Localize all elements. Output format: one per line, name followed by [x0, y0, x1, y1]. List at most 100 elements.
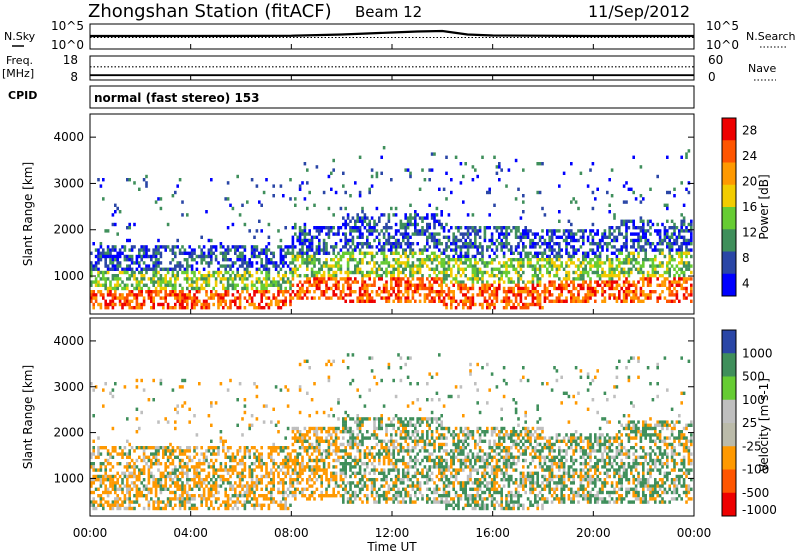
- echo-cell: [164, 417, 167, 421]
- echo-cell: [596, 290, 599, 294]
- echo-cell: [649, 280, 652, 284]
- echo-cell: [92, 296, 95, 300]
- echo-cell: [644, 254, 647, 259]
- echo-cell: [267, 506, 271, 511]
- echo-cell: [214, 258, 218, 262]
- echo-cell: [613, 238, 616, 243]
- echo-cell: [106, 490, 110, 495]
- echo-cell: [406, 216, 410, 220]
- echo-cell: [519, 254, 523, 259]
- echo-cell: [440, 283, 443, 287]
- echo-cell: [130, 471, 134, 475]
- echo-cell: [217, 484, 220, 488]
- echo-cell: [668, 258, 671, 262]
- echo-cell: [198, 462, 201, 466]
- echo-cell: [488, 238, 491, 243]
- echo-cell: [358, 194, 362, 198]
- echo-cell: [140, 468, 143, 472]
- echo-cell: [217, 506, 220, 511]
- echo-cell: [514, 245, 518, 249]
- echo-cell: [524, 283, 527, 287]
- echo-cell: [111, 286, 115, 291]
- echo-cell: [409, 216, 412, 220]
- echo-cell: [447, 296, 451, 300]
- echo-cell: [370, 226, 374, 230]
- echo-cell: [690, 264, 693, 268]
- echo-cell: [250, 414, 254, 418]
- echo-cell: [639, 277, 643, 281]
- echo-cell: [298, 280, 302, 284]
- echo-cell: [522, 290, 525, 294]
- echo-cell: [567, 283, 571, 287]
- echo-cell: [308, 442, 311, 447]
- echo-cell: [507, 302, 511, 307]
- echo-cell: [538, 267, 542, 271]
- echo-cell: [322, 462, 326, 466]
- echo-cell: [92, 306, 95, 310]
- echo-cell: [142, 478, 146, 482]
- echo-cell: [157, 264, 160, 268]
- echo-cell: [128, 254, 131, 259]
- echo-cell: [262, 497, 266, 501]
- echo-cell: [94, 283, 98, 287]
- echo-cell: [178, 299, 182, 303]
- echo-cell: [500, 229, 503, 233]
- echo-cell: [370, 283, 374, 287]
- echo-cell: [577, 274, 580, 278]
- echo-cell: [140, 248, 143, 252]
- echo-cell: [582, 277, 585, 281]
- echo-cell: [685, 261, 688, 265]
- echo-cell: [582, 238, 585, 243]
- echo-cell: [538, 299, 542, 303]
- echo-cell: [646, 238, 650, 243]
- echo-cell: [613, 245, 616, 249]
- echo-cell: [361, 283, 364, 287]
- echo-cell: [637, 254, 640, 259]
- echo-cell: [349, 290, 352, 294]
- echo-cell: [94, 455, 98, 459]
- echo-cell: [519, 296, 523, 300]
- echo-cell: [562, 232, 566, 236]
- echo-cell: [313, 254, 316, 259]
- echo-cell: [368, 270, 371, 275]
- echo-cell: [399, 290, 403, 294]
- echo-cell: [164, 274, 167, 278]
- echo-cell: [260, 306, 263, 310]
- echo-cell: [654, 245, 657, 249]
- echo-cell: [514, 306, 518, 310]
- echo-cell: [121, 270, 124, 275]
- echo-cell: [286, 471, 290, 475]
- echo-cell: [181, 404, 184, 408]
- echo-cell: [200, 248, 203, 252]
- echo-cell: [202, 299, 206, 303]
- echo-cell: [565, 245, 568, 249]
- echo-cell: [625, 235, 628, 239]
- echo-cell: [154, 261, 158, 265]
- echo-cell: [303, 359, 307, 363]
- echo-cell: [150, 452, 153, 456]
- echo-cell: [318, 446, 321, 450]
- echo-cell: [387, 299, 391, 303]
- echo-cell: [543, 299, 547, 303]
- echo-cell: [486, 264, 489, 268]
- echo-cell: [356, 226, 359, 230]
- echo-cell: [224, 302, 227, 307]
- echo-cell: [433, 254, 436, 259]
- echo-cell: [318, 494, 321, 498]
- echo-cell: [414, 213, 417, 217]
- echo-cell: [176, 270, 179, 275]
- echo-cell: [498, 242, 501, 246]
- echo-cell: [260, 458, 263, 463]
- echo-cell: [627, 293, 631, 297]
- echo-cell: [298, 296, 302, 300]
- echo-cell: [99, 468, 103, 472]
- echo-cell: [517, 258, 520, 262]
- echo-cell: [286, 458, 290, 463]
- echo-cell: [351, 251, 355, 255]
- echo-cell: [109, 468, 112, 472]
- echo-cell: [92, 388, 95, 392]
- echo-cell: [637, 238, 640, 243]
- power-ylabel: Slant Range [km]: [21, 162, 35, 266]
- echo-cell: [195, 277, 199, 281]
